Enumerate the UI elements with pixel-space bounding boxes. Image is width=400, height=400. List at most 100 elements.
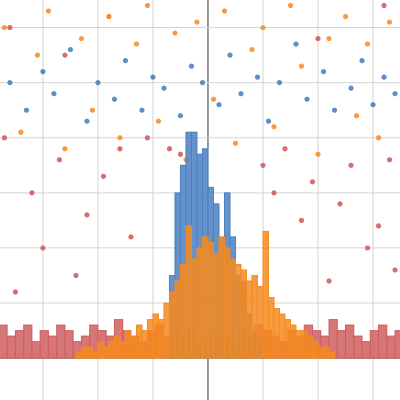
scatter-point	[238, 91, 244, 97]
histogram-bar	[201, 236, 209, 359]
scatter-point	[144, 2, 151, 9]
scatter-point	[392, 91, 398, 97]
scatter-point	[337, 201, 343, 207]
scatter-point	[298, 217, 305, 223]
scatter-point	[271, 190, 277, 196]
histogram-bar	[130, 335, 137, 359]
scatter-point	[133, 41, 140, 47]
scatter-point	[315, 151, 321, 157]
histogram-bar	[336, 330, 347, 359]
histogram-bar	[256, 286, 264, 359]
scatter-point	[117, 146, 123, 152]
histogram-bar	[369, 330, 380, 359]
scatter-point	[40, 69, 46, 75]
scatter-point	[381, 2, 387, 9]
histogram-bar	[312, 341, 319, 359]
histogram-bar	[157, 319, 165, 359]
histogram-bar	[146, 319, 154, 359]
histogram-bar	[295, 330, 303, 359]
scatter-point	[287, 2, 294, 9]
histogram-bar	[23, 324, 33, 359]
histogram-bar	[251, 274, 258, 359]
scatter-point	[23, 107, 30, 113]
histogram-bar	[218, 236, 225, 359]
scatter-point	[188, 63, 195, 69]
histogram-bar	[284, 319, 292, 359]
histogram-bar	[223, 247, 231, 359]
histogram-bar	[190, 258, 198, 359]
histogram-bar	[56, 324, 66, 359]
scatter-point	[166, 146, 173, 152]
histogram-bar	[207, 241, 214, 359]
histogram-bar	[279, 313, 286, 359]
histogram-bar	[75, 352, 82, 359]
histogram-bar	[229, 258, 236, 359]
scatter-point	[392, 267, 398, 273]
histogram-bar	[119, 341, 126, 359]
histogram-bar	[179, 263, 187, 359]
histogram-bar	[361, 341, 371, 359]
histogram-bar	[386, 335, 396, 359]
scatter-point	[348, 162, 354, 168]
scatter-point	[216, 102, 222, 108]
histogram-bar	[245, 280, 253, 359]
histogram-bar	[262, 230, 270, 359]
histogram-bar	[234, 263, 242, 359]
histogram-bar	[0, 324, 8, 359]
histogram-bar	[47, 335, 58, 359]
scatter-point	[139, 107, 145, 113]
scatter-point	[150, 74, 156, 80]
scatter-point	[155, 118, 162, 124]
scatter-point	[260, 162, 266, 168]
histogram-bar	[174, 280, 181, 359]
scatter-point	[177, 151, 184, 157]
scatter-point	[326, 35, 332, 42]
scatter-point	[12, 289, 19, 295]
scatter-point	[1, 135, 8, 141]
scatter-point	[210, 96, 217, 102]
scatter-point	[271, 124, 277, 130]
histogram-bar	[135, 324, 143, 359]
scatter-point	[172, 30, 178, 36]
scatter-point	[18, 129, 24, 135]
histogram-bar	[86, 346, 93, 359]
histogram-bar	[168, 291, 176, 359]
histogram-bar	[6, 335, 16, 359]
scatter-point	[62, 52, 68, 58]
scatter-point	[260, 24, 266, 31]
scatter-point	[7, 24, 13, 31]
scatter-point	[386, 19, 393, 25]
scatter-point	[40, 245, 46, 251]
scatter-point	[304, 96, 310, 102]
scatter-point	[45, 8, 52, 14]
scatter-point	[177, 113, 184, 119]
scatter-point	[144, 135, 151, 141]
histogram-bar	[345, 324, 355, 359]
histogram-bar	[39, 330, 49, 359]
scatter-point	[67, 46, 74, 53]
histogram-bar	[102, 346, 110, 359]
scatter-point	[293, 41, 299, 47]
scatter-point	[227, 52, 233, 58]
scatter-point	[315, 35, 321, 42]
scatter-point	[282, 146, 288, 152]
histogram-bar	[91, 352, 99, 359]
scatter-point	[375, 223, 382, 229]
histogram-bar	[124, 330, 132, 359]
histogram-bar	[108, 341, 115, 359]
scatter-point	[199, 80, 206, 86]
scatter-point	[106, 13, 112, 20]
scatter-point	[221, 8, 228, 14]
scatter-point	[78, 35, 85, 42]
histogram-bar	[113, 335, 121, 359]
scatter-point	[89, 107, 96, 113]
scatter-point	[84, 212, 90, 218]
histogram-bar	[80, 346, 88, 359]
scatter-point	[34, 52, 41, 58]
scatter-point	[364, 245, 371, 251]
scatter-point	[1, 24, 8, 31]
scatter-point	[353, 113, 360, 119]
scatter-point	[161, 85, 167, 91]
scatter-point	[265, 118, 272, 124]
histogram-bar	[301, 330, 308, 359]
